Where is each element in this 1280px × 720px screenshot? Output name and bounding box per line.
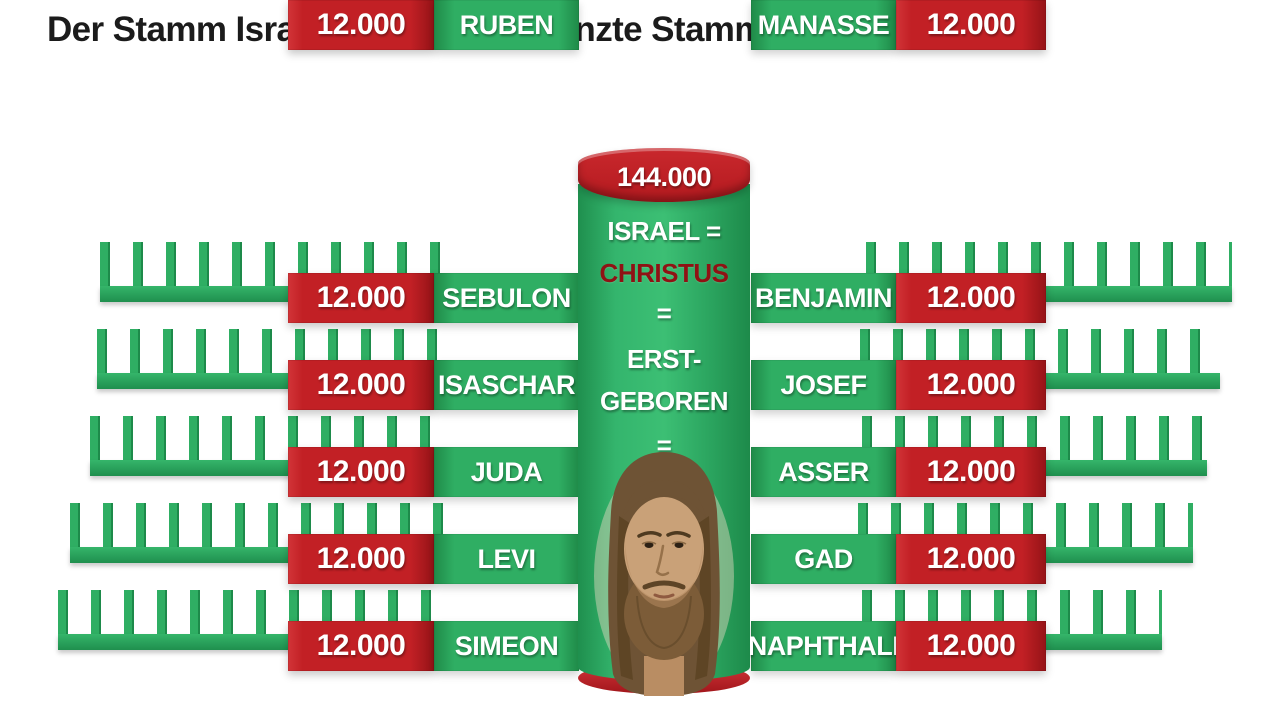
- central-pillar: 144.000 ISRAEL = CHRISTUS = ERST- GEBORE…: [578, 148, 750, 696]
- count-badge-right: 12.000: [896, 621, 1046, 671]
- count-badge-right: 12.000: [896, 534, 1046, 584]
- tribe-row-isaschar-josef: 12.000 ISASCHAR JOSEF 12.000: [0, 329, 1280, 410]
- count-badge-left: 12.000: [288, 0, 434, 50]
- count-badge-left: 12.000: [288, 447, 434, 497]
- tribe-name-left: RUBEN: [434, 0, 579, 50]
- pillar-line-equals-1: =: [656, 298, 672, 328]
- count-badge-right: 12.000: [896, 273, 1046, 323]
- tribe-name-right: GAD: [751, 534, 896, 584]
- count-badge-left: 12.000: [288, 360, 434, 410]
- tribe-name-right: ASSER: [751, 447, 896, 497]
- pillar-line-israel: ISRAEL =: [607, 216, 721, 246]
- tribe-name-left: SEBULON: [434, 273, 579, 323]
- count-badge-left: 12.000: [288, 621, 434, 671]
- count-badge-left: 12.000: [288, 273, 434, 323]
- tribe-name-right: BENJAMIN: [751, 273, 896, 323]
- jesus-portrait-image: [594, 452, 734, 696]
- count-badge-right: 12.000: [896, 0, 1046, 50]
- tribe-name-left: LEVI: [434, 534, 579, 584]
- tribe-name-left: ISASCHAR: [434, 360, 579, 410]
- pillar-line-erst: ERST-: [626, 344, 702, 374]
- tribe-name-left: JUDA: [434, 447, 579, 497]
- pillar-cap: 144.000: [578, 148, 750, 202]
- tribe-row-levi-gad: 12.000 LEVI GAD 12.000: [0, 503, 1280, 584]
- tribe-row-sebulon-benjamin: 12.000 SEBULON BENJAMIN 12.000: [0, 242, 1280, 323]
- count-badge-right: 12.000: [896, 447, 1046, 497]
- tribe-name-right: JOSEF: [751, 360, 896, 410]
- count-badge-left: 12.000: [288, 534, 434, 584]
- count-badge-right: 12.000: [896, 360, 1046, 410]
- pillar-line-christus: CHRISTUS: [599, 258, 729, 288]
- tribe-row-simeon-naphthali: 12.000 SIMEON NAPHTHALI 12.000: [0, 590, 1280, 671]
- tribe-name-left: SIMEON: [434, 621, 579, 671]
- tribe-name-right: MANASSE: [751, 0, 896, 50]
- tribe-row-juda-asser: 12.000 JUDA ASSER 12.000: [0, 416, 1280, 497]
- pillar-line-geboren: GEBOREN: [600, 386, 728, 416]
- tribe-name-right: NAPHTHALI: [748, 621, 900, 671]
- tribe-row-ruben-manasse: 12.000 RUBEN MANASSE 12.000: [0, 0, 1280, 50]
- pillar-cap-label: 144.000: [616, 161, 712, 192]
